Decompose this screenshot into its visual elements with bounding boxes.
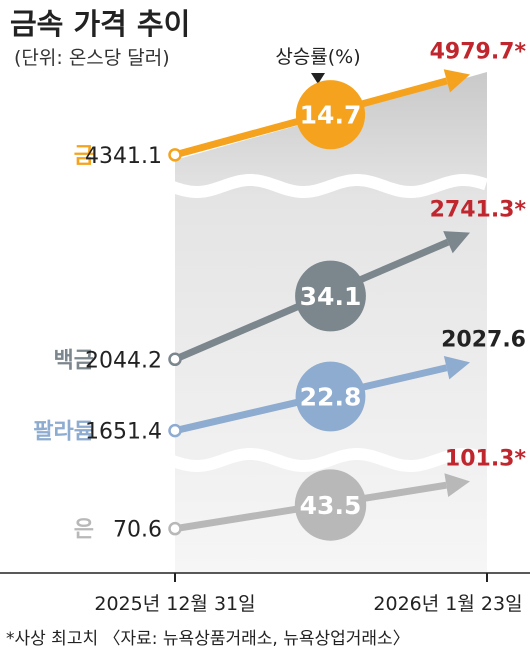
axis-break-upper (168, 174, 488, 198)
start-value-2: 1651.4 (85, 420, 162, 445)
series-name-0: 금 (74, 144, 94, 169)
change-label-0: 14.7 (300, 101, 362, 130)
axis-break-lower (168, 448, 488, 472)
series-name-2: 팔라듐 (33, 420, 94, 445)
change-label-3: 43.5 (300, 491, 362, 520)
series-start-point-1 (168, 352, 182, 367)
series-name-1: 백금 (54, 348, 94, 373)
series-arrowhead-3 (444, 473, 470, 497)
rate-header-marker (311, 73, 325, 84)
start-value-0: 4341.1 (85, 144, 162, 169)
end-value-2: 2027.6 (441, 327, 526, 352)
chart-title: 금속 가격 추이 (10, 7, 190, 41)
change-bubble-2 (295, 361, 366, 432)
series-start-point-3 (168, 521, 182, 536)
x-label-start: 2025년 12월 31일 (94, 593, 255, 615)
series-start-point-2 (168, 423, 182, 438)
x-label-end: 2026년 1월 23일 (373, 593, 522, 615)
series-name-3: 은 (74, 518, 94, 543)
end-value-3: 101.3* (445, 446, 527, 471)
series-start-point-0 (168, 148, 182, 162)
end-value-1: 2741.3* (430, 198, 527, 223)
series-arrowhead-2 (443, 356, 470, 380)
change-bubble-3 (294, 469, 367, 541)
change-label-2: 22.8 (300, 382, 362, 411)
unit-label: (단위: 온스당 달러) (14, 47, 170, 69)
series-arrowhead-0 (443, 69, 470, 93)
start-value-3: 70.6 (113, 518, 162, 543)
change-bubble-1 (295, 260, 366, 332)
change-bubble-0 (295, 80, 366, 150)
end-value-0: 4979.7* (430, 40, 527, 65)
rate-header: 상승률(%) (275, 46, 360, 68)
series-arrowhead-1 (443, 231, 470, 254)
start-value-1: 2044.2 (85, 348, 162, 373)
footnote: *사상 최고치 〈자료: 뉴욕상품거래소, 뉴욕상업거래소〉 (6, 629, 410, 649)
change-label-1: 34.1 (300, 282, 362, 311)
